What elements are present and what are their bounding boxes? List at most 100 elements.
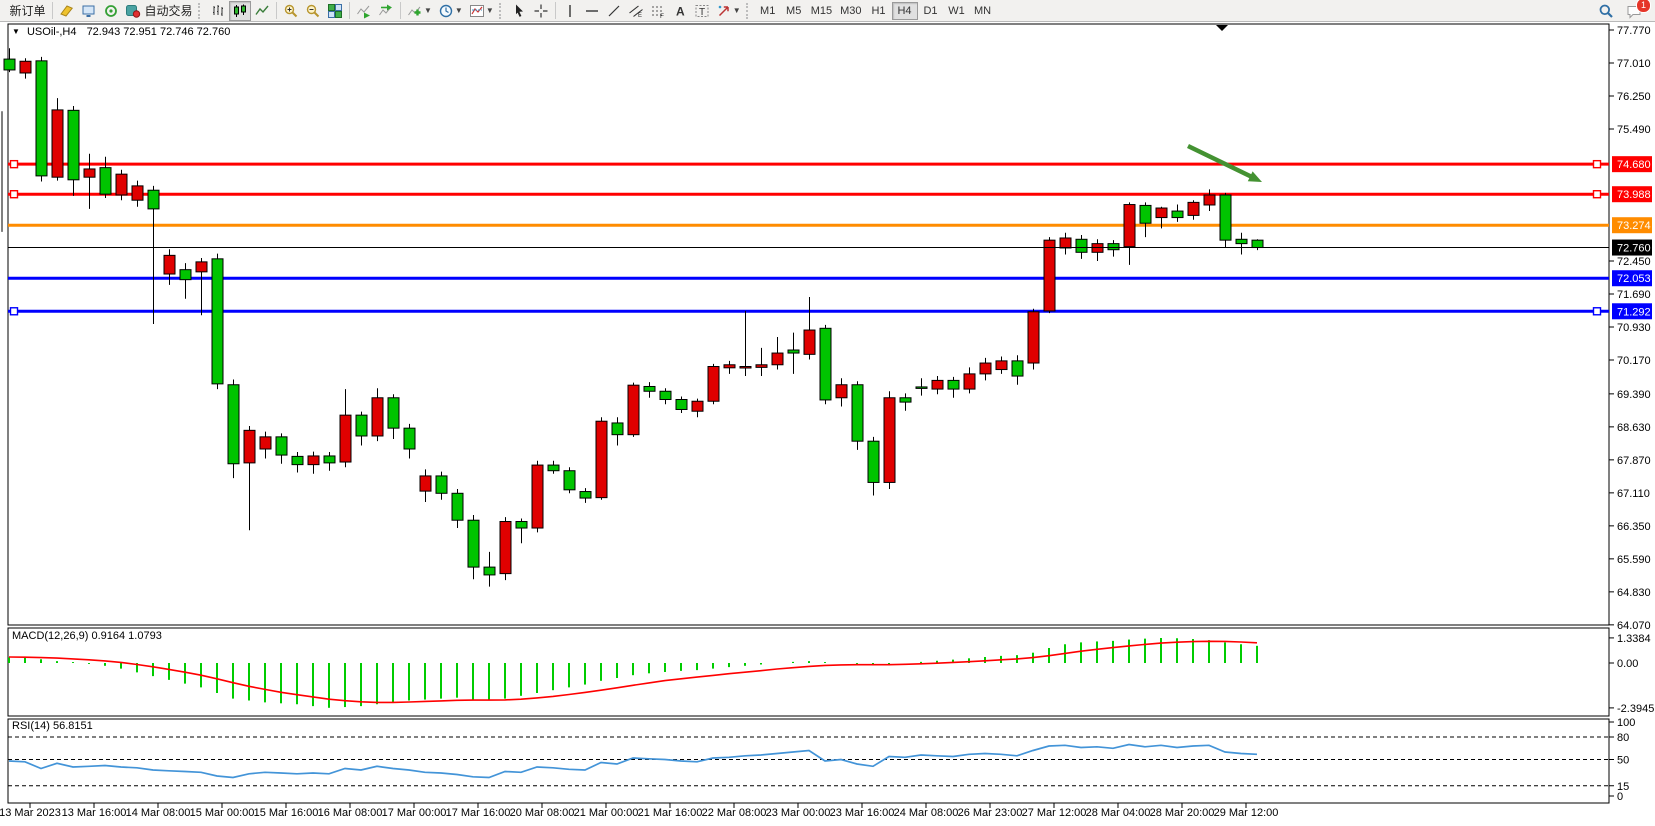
notification-badge: 1: [1636, 0, 1651, 13]
signals-button[interactable]: [100, 1, 122, 21]
periods-icon: [438, 3, 454, 19]
chat-button[interactable]: 1: [1623, 0, 1651, 21]
equidistant-channel-button[interactable]: E: [625, 1, 647, 21]
time-axis[interactable]: 13 Mar 2023 13 Mar 16:00 14 Mar 08:00 15 Ma…: [0, 803, 1278, 819]
search-button[interactable]: [1595, 1, 1617, 21]
svg-text:23 Mar 00:00: 23 Mar 00:00: [766, 807, 831, 819]
price-axis[interactable]: 77.770 77.010 76.250 75.490 72.450 71.690 70.9…: [1609, 25, 1651, 632]
price-badges: 74.680 73.988 73.274 72.053 71.292 72.760: [1612, 156, 1652, 320]
candlestick-chart-button[interactable]: [229, 0, 251, 21]
dropdown-arrow-icon: ▼: [732, 6, 741, 15]
terminal-button[interactable]: [78, 1, 100, 21]
zoom-in-button[interactable]: [280, 1, 302, 21]
autotrading-label: 自动交易: [144, 4, 193, 18]
terminal-icon: [81, 3, 97, 19]
rsi-line-group: [8, 743, 1258, 779]
svg-text:15: 15: [1617, 781, 1629, 793]
templates-icon: [469, 3, 485, 19]
svg-text:15 Mar 00:00: 15 Mar 00:00: [190, 807, 255, 819]
svg-text:77.010: 77.010: [1617, 58, 1651, 70]
new-order-button[interactable]: 新订单: [3, 1, 49, 21]
svg-text:-2.3945: -2.3945: [1617, 703, 1654, 715]
trendline-icon: [606, 3, 622, 19]
metaeditor-icon: [59, 3, 75, 19]
svg-text:66.350: 66.350: [1617, 521, 1651, 533]
text-label-button[interactable]: T: [691, 1, 713, 21]
macd-indicator-label: MACD(12,26,9) 0.9164 1.0793: [12, 630, 162, 642]
macd-signal-line: [8, 640, 1258, 704]
svg-text:0.00: 0.00: [1617, 658, 1638, 670]
svg-text:75.490: 75.490: [1617, 124, 1651, 136]
macd-scale: 1.3384 0.00 -2.3945: [1609, 633, 1654, 715]
timeframe-mn-button[interactable]: MN: [973, 4, 992, 17]
svg-text:14 Mar 08:00: 14 Mar 08:00: [126, 807, 191, 819]
timeframe-m1-button[interactable]: M1: [760, 4, 776, 17]
trendline-button[interactable]: [603, 1, 625, 21]
svg-text:67.870: 67.870: [1617, 455, 1651, 467]
line-handle: [1592, 159, 1602, 169]
timeframe-m5-button[interactable]: M5: [786, 4, 802, 17]
timeframe-m30-button[interactable]: M30: [840, 4, 862, 17]
periods-button[interactable]: ▼: [435, 1, 466, 21]
svg-text:22 Mar 08:00: 22 Mar 08:00: [702, 807, 767, 819]
svg-text:A: A: [676, 4, 685, 18]
svg-text:E: E: [638, 13, 642, 19]
text-label-icon: T: [694, 3, 710, 19]
zoom-out-button[interactable]: [302, 1, 324, 21]
timeframe-m15-button[interactable]: M15: [810, 4, 833, 17]
candles-layer: [3, 48, 1264, 587]
toolbar-separator: [349, 2, 350, 19]
chart-shift-icon: [378, 3, 394, 19]
timeframe-h1-button[interactable]: H1: [871, 4, 886, 17]
rsi-indicator-label: RSI(14) 56.8151: [12, 720, 93, 732]
vertical-line-icon: [562, 3, 578, 19]
svg-text:50: 50: [1617, 755, 1629, 767]
right-shift-marker: [1216, 25, 1228, 31]
tile-windows-button[interactable]: [324, 1, 346, 21]
autotrading-button[interactable]: 自动交易: [122, 1, 196, 21]
trend-arrow-annotation[interactable]: [1187, 143, 1262, 182]
svg-text:21 Mar 00:00: 21 Mar 00:00: [574, 807, 639, 819]
timeframe-d1-button[interactable]: D1: [923, 4, 938, 17]
svg-text:17 Mar 00:00: 17 Mar 00:00: [382, 807, 447, 819]
line-handle: [9, 190, 19, 199]
fibonacci-button[interactable]: F: [647, 1, 669, 21]
chart-shift-button[interactable]: [375, 1, 397, 21]
toolbar-grip: [198, 2, 203, 19]
svg-text:69.390: 69.390: [1617, 389, 1651, 401]
horizontal-line-button[interactable]: [581, 1, 603, 21]
line-handle: [9, 307, 19, 316]
arrows-tool-button[interactable]: ▼: [713, 1, 744, 21]
cursor-icon: [511, 3, 527, 19]
vertical-line-button[interactable]: [559, 1, 581, 21]
crosshair-button[interactable]: [530, 1, 552, 21]
macd-histogram: [8, 637, 1258, 708]
line-chart-button[interactable]: [251, 1, 273, 21]
current-price-line: [8, 25, 1609, 249]
metaeditor-button[interactable]: [56, 1, 78, 21]
cursor-button[interactable]: [508, 1, 530, 21]
symbol-timeframe-label: USOil-,H4: [26, 26, 77, 38]
svg-text:T: T: [699, 7, 705, 18]
text-icon: A: [672, 3, 688, 19]
indicators-button[interactable]: ▼: [404, 1, 435, 21]
horizontal-line-objects[interactable]: [8, 159, 1609, 316]
text-button[interactable]: A: [669, 1, 691, 21]
toolbar-separator: [554, 2, 556, 19]
svg-text:15 Mar 16:00: 15 Mar 16:00: [254, 807, 319, 819]
svg-text:F: F: [660, 13, 664, 19]
toolbar-grip: [498, 2, 504, 19]
svg-text:68.630: 68.630: [1617, 422, 1651, 434]
equidistant-channel-icon: E: [628, 3, 644, 19]
zoom-out-icon: [305, 3, 321, 19]
auto-scroll-button[interactable]: [353, 1, 375, 21]
svg-text:0: 0: [1617, 791, 1623, 803]
templates-button[interactable]: ▼: [466, 1, 497, 21]
chart-title[interactable]: ▼ USOil-,H4 72.943 72.951 72.746 72.760: [12, 26, 230, 38]
timeframe-w1-button[interactable]: W1: [948, 4, 965, 17]
bar-chart-button[interactable]: [207, 1, 229, 21]
svg-text:72.450: 72.450: [1617, 256, 1651, 268]
new-order-label: 新订单: [9, 4, 46, 18]
timeframe-h4-button[interactable]: H4: [891, 1, 918, 20]
